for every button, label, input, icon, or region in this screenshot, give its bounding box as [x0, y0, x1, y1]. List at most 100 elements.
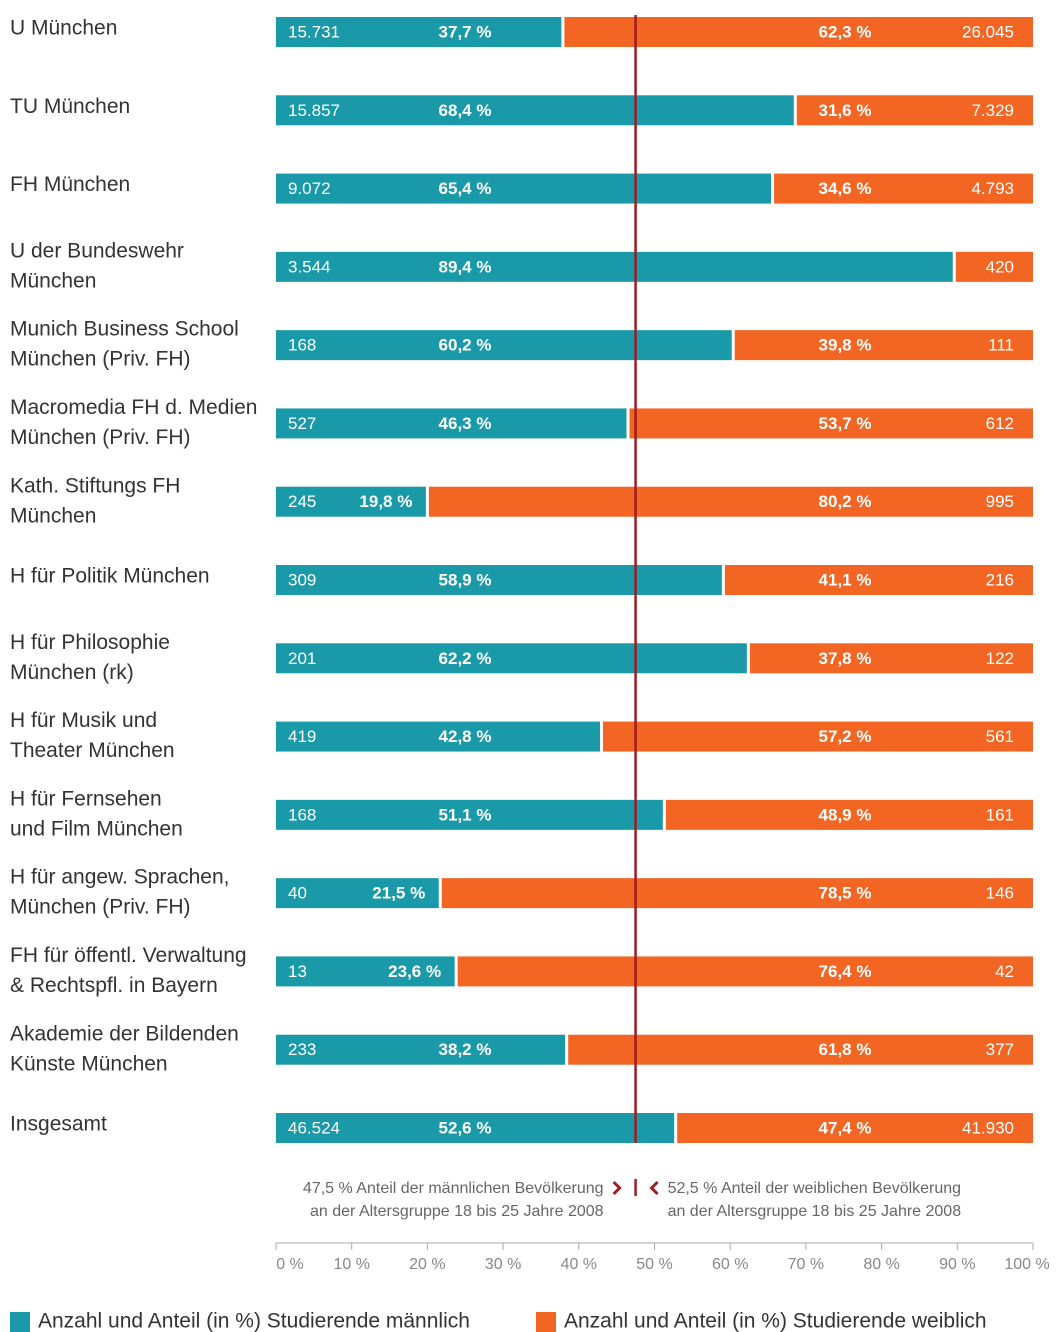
- bar-segment: [276, 799, 663, 830]
- value-label: 80,2 %: [819, 492, 872, 511]
- value-label: 38,2 %: [439, 1040, 492, 1059]
- count-label: 111: [988, 336, 1014, 355]
- count-label: 168: [288, 336, 316, 355]
- category-label: H für Politik München: [10, 565, 210, 588]
- count-label: 233: [288, 1040, 316, 1059]
- category-label: Künste München: [10, 1052, 168, 1075]
- bar-segment: [276, 95, 794, 126]
- count-label: 122: [986, 649, 1014, 668]
- value-label: 57,2 %: [819, 727, 872, 746]
- legend-swatch: [10, 1312, 30, 1332]
- value-label: 42,8 %: [439, 727, 492, 746]
- count-label: 419: [288, 727, 316, 746]
- bar-segment: [749, 643, 1033, 674]
- x-tick-label: 30 %: [485, 1256, 521, 1273]
- count-label: 161: [986, 805, 1014, 824]
- value-label: 78,5 %: [819, 884, 872, 903]
- category-label: U München: [10, 17, 117, 40]
- x-tick-label: 80 %: [863, 1256, 899, 1273]
- arrow-right: [612, 1180, 622, 1196]
- category-label: Insgesamt: [10, 1113, 107, 1136]
- bar-segment: [457, 956, 1034, 987]
- value-label: 23,6 %: [388, 962, 441, 981]
- count-label: 9.072: [288, 179, 331, 198]
- count-label: 3.544: [288, 257, 331, 276]
- value-label: 62,3 %: [819, 22, 872, 41]
- x-tick-label: 10 %: [333, 1256, 369, 1273]
- bar-segment: [564, 17, 1033, 47]
- bar-segment: [568, 1034, 1033, 1065]
- bar-segment: [796, 95, 1033, 126]
- x-tick-label: 70 %: [788, 1256, 824, 1273]
- count-label: 168: [288, 805, 316, 824]
- count-label: 995: [986, 492, 1014, 511]
- category-label: Macromedia FH d. Medien: [10, 396, 257, 419]
- category-label: FH für öffentl. Verwaltung: [10, 944, 247, 967]
- bar-segment: [665, 799, 1033, 830]
- count-label: 26.045: [962, 22, 1014, 41]
- value-label: 41,1 %: [819, 570, 872, 589]
- bar-segment: [276, 251, 953, 282]
- bar-segment: [724, 565, 1033, 595]
- category-label: Theater München: [10, 739, 175, 762]
- legend-label: Anzahl und Anteil (in %) Studierende wei…: [564, 1310, 987, 1332]
- x-tick-label: 20 %: [409, 1256, 445, 1273]
- value-label: 58,9 %: [439, 570, 492, 589]
- count-label: 201: [288, 649, 316, 668]
- value-label: 53,7 %: [819, 414, 872, 433]
- bar-segment: [276, 643, 747, 674]
- bar-segment: [677, 1113, 1033, 1143]
- category-label: Munich Business School: [10, 318, 239, 341]
- bar-segment: [955, 251, 1033, 282]
- category-label: München: [10, 269, 96, 292]
- count-label: 245: [288, 492, 316, 511]
- arrow-left: [649, 1180, 659, 1196]
- value-label: 37,7 %: [439, 22, 492, 41]
- x-tick-label: 60 %: [712, 1256, 748, 1273]
- count-label: 216: [986, 570, 1014, 589]
- annotation: 52,5 % Anteil der weiblichen Bevölkerung: [668, 1180, 962, 1197]
- count-label: 15.731: [288, 22, 340, 41]
- value-label: 89,4 %: [439, 257, 492, 276]
- category-label: München (Priv. FH): [10, 896, 190, 919]
- category-label: & Rechtspfl. in Bayern: [10, 974, 218, 997]
- category-label: FH München: [10, 173, 130, 196]
- bar-segment: [276, 330, 732, 361]
- count-label: 46.524: [288, 1118, 340, 1137]
- value-label: 21,5 %: [372, 884, 425, 903]
- value-label: 39,8 %: [819, 336, 872, 355]
- value-label: 62,2 %: [439, 649, 492, 668]
- category-label: Akademie der Bildenden: [10, 1022, 239, 1045]
- x-tick-label: 40 %: [561, 1256, 597, 1273]
- value-label: 19,8 %: [359, 492, 412, 511]
- count-label: 42: [995, 962, 1014, 981]
- value-label: 37,8 %: [819, 649, 872, 668]
- bar-segment: [734, 330, 1033, 361]
- count-label: 527: [288, 414, 316, 433]
- category-label: H für Philosophie: [10, 631, 170, 654]
- value-label: 48,9 %: [819, 805, 872, 824]
- annotation: 47,5 % Anteil der männlichen Bevölkerung: [303, 1180, 604, 1197]
- count-label: 7.329: [971, 101, 1014, 120]
- count-label: 146: [986, 884, 1014, 903]
- value-label: 31,6 %: [819, 101, 872, 120]
- bar-segment: [276, 486, 426, 517]
- bar-segment: [629, 408, 1033, 439]
- bar-segment: [276, 721, 600, 752]
- value-label: 76,4 %: [819, 962, 872, 981]
- category-label: Kath. Stiftungs FH: [10, 474, 180, 497]
- count-label: 420: [986, 257, 1014, 276]
- bar-segment: [276, 17, 562, 47]
- category-label: U der Bundeswehr: [10, 239, 184, 262]
- count-label: 561: [986, 727, 1014, 746]
- x-tick-label: 0 %: [276, 1256, 304, 1273]
- x-tick-label: 90 %: [939, 1256, 975, 1273]
- value-label: 46,3 %: [439, 414, 492, 433]
- count-label: 15.857: [288, 101, 340, 120]
- value-label: 68,4 %: [439, 101, 492, 120]
- bar-segment: [602, 721, 1033, 752]
- value-label: 52,6 %: [439, 1118, 492, 1137]
- value-label: 65,4 %: [439, 179, 492, 198]
- category-label: München (Priv. FH): [10, 348, 190, 371]
